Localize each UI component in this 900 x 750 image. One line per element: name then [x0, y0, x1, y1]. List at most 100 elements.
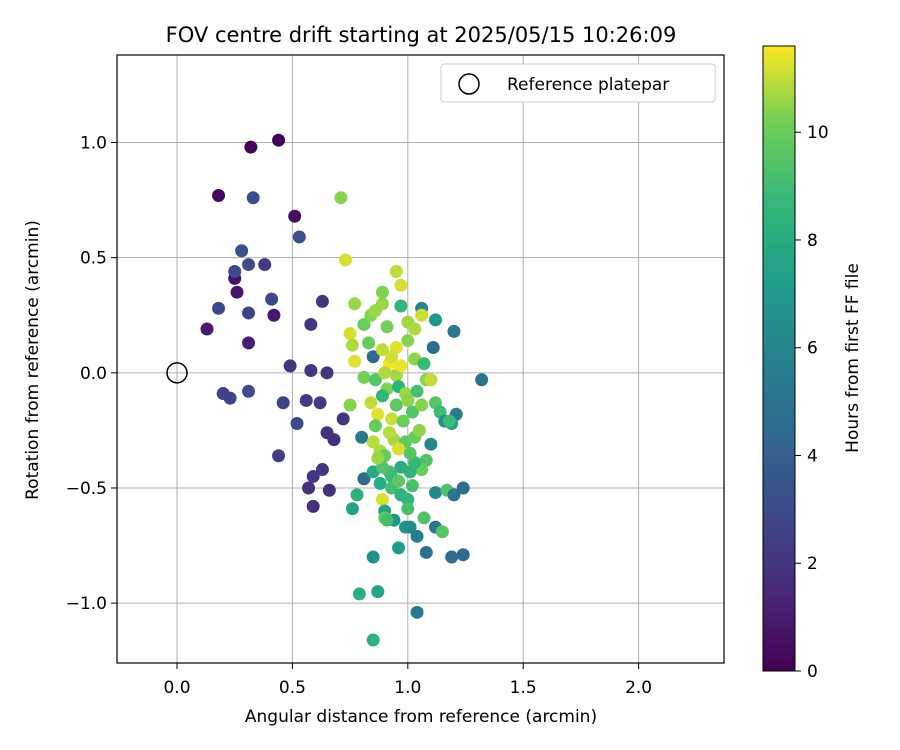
x-tick-label: 0.5	[279, 678, 306, 698]
data-point	[348, 354, 362, 368]
y-tick-label: 0.0	[80, 364, 107, 384]
data-point	[343, 327, 357, 341]
data-point	[401, 502, 415, 516]
data-point	[368, 419, 382, 433]
data-point	[283, 359, 297, 373]
data-point	[371, 585, 385, 599]
data-point	[267, 308, 281, 322]
data-point	[385, 350, 399, 364]
data-point	[394, 278, 408, 292]
data-point	[299, 393, 313, 407]
data-point	[392, 474, 406, 488]
data-point	[366, 550, 380, 564]
colorbar: 0 2 4 6 8 10 Hours from first FF file	[762, 45, 863, 682]
data-point	[315, 463, 329, 477]
y-tick-label: −1.0	[66, 594, 107, 614]
data-point	[394, 359, 408, 373]
x-tick-label: 1.5	[510, 678, 537, 698]
data-point	[290, 416, 304, 430]
y-tick-label: 0.5	[80, 249, 107, 269]
data-point	[343, 398, 357, 412]
data-point	[435, 525, 449, 539]
data-point	[371, 451, 385, 465]
data-point	[242, 306, 256, 320]
data-point	[366, 435, 380, 449]
data-point	[415, 398, 429, 412]
data-point	[212, 188, 226, 202]
data-point	[223, 391, 237, 405]
data-point	[456, 548, 470, 562]
data-point	[373, 476, 387, 490]
data-point	[375, 492, 389, 506]
data-point	[200, 322, 214, 336]
colorbar-tick-label: 0	[807, 662, 818, 682]
grid-lines	[117, 55, 724, 663]
data-point	[417, 357, 431, 371]
data-point	[475, 373, 489, 387]
data-point	[246, 191, 260, 205]
data-point	[371, 407, 385, 421]
plot-frame	[116, 54, 725, 664]
data-point	[429, 313, 443, 327]
data-point	[405, 479, 419, 493]
colorbar-tick-label: 10	[807, 123, 829, 143]
data-point	[242, 336, 256, 350]
data-point	[357, 472, 371, 486]
data-point	[357, 370, 371, 384]
data-point	[352, 587, 366, 601]
data-point	[272, 133, 286, 147]
colorbar-tick-label: 8	[807, 231, 818, 251]
data-point	[389, 398, 403, 412]
data-point	[288, 209, 302, 223]
data-point	[375, 297, 389, 311]
data-point	[375, 343, 389, 357]
data-point	[382, 426, 396, 440]
data-point	[315, 294, 329, 308]
legend-box	[440, 63, 716, 103]
data-point	[417, 511, 431, 525]
x-tick-label: 0.0	[163, 678, 190, 698]
data-point	[424, 437, 438, 451]
data-point	[389, 264, 403, 278]
data-point	[345, 338, 359, 352]
y-axis-label: Rotation from reference (arcmin)	[23, 220, 43, 500]
colorbar-label: Hours from first FF file	[843, 263, 863, 453]
data-point	[336, 412, 350, 426]
data-point	[276, 396, 290, 410]
data-point	[265, 292, 279, 306]
data-point	[410, 529, 424, 543]
data-point	[258, 258, 272, 272]
reference-marker	[166, 362, 188, 384]
legend-label-reference: Reference platepar	[507, 75, 669, 95]
data-point	[345, 502, 359, 516]
data-point	[392, 541, 406, 555]
data-point	[304, 364, 318, 378]
data-point	[338, 253, 352, 267]
data-point	[415, 308, 429, 322]
data-point	[375, 389, 389, 403]
colorbar-tick-label: 4	[807, 446, 818, 466]
data-point	[235, 244, 249, 258]
data-point	[362, 336, 376, 350]
data-point	[302, 481, 316, 495]
data-point	[375, 285, 389, 299]
data-point	[322, 483, 336, 497]
legend: Reference platepar	[440, 63, 716, 103]
data-point	[306, 469, 320, 483]
data-point	[230, 285, 244, 299]
data-point	[348, 297, 362, 311]
data-point	[426, 340, 440, 354]
data-point	[408, 322, 422, 336]
colorbar-tick-label: 2	[807, 554, 818, 574]
data-point	[401, 334, 415, 348]
data-point	[456, 481, 470, 495]
data-point	[419, 545, 433, 559]
data-point	[355, 430, 369, 444]
data-point	[304, 317, 318, 331]
data-point	[244, 140, 258, 154]
data-point	[442, 414, 456, 428]
colorbar-tick-label: 6	[807, 339, 818, 359]
data-point	[292, 230, 306, 244]
data-point	[366, 633, 380, 647]
